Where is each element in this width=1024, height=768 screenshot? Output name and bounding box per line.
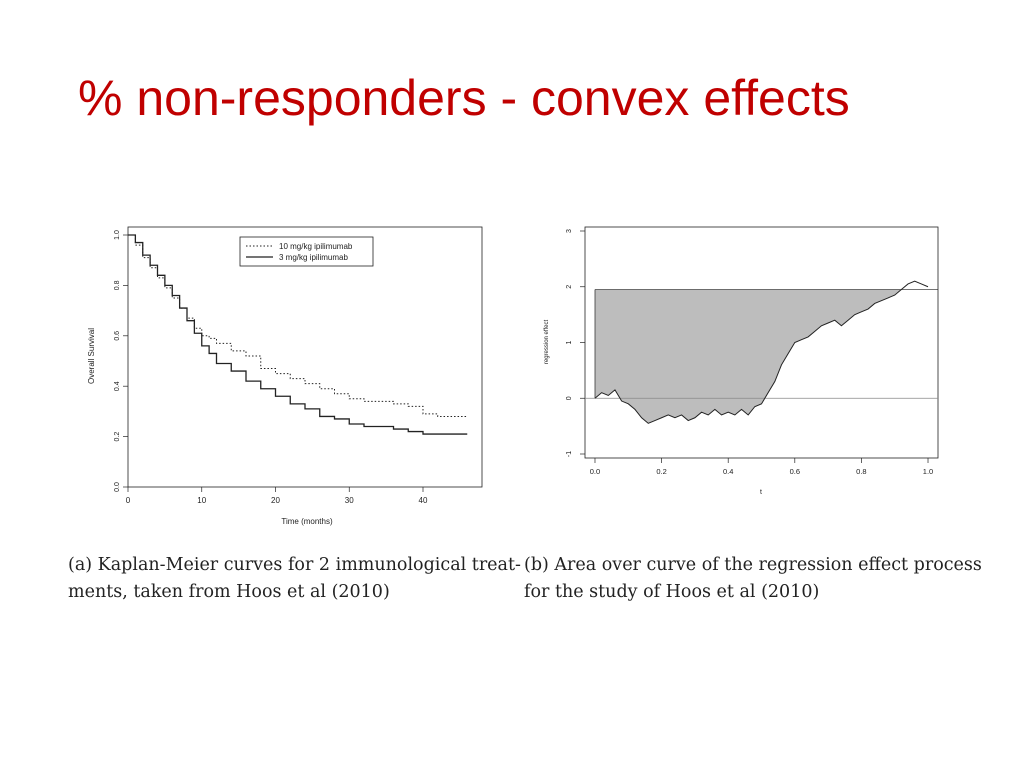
- km-y-axis-label: Overall Survival: [87, 328, 96, 384]
- km-legend-box: [239, 236, 374, 267]
- km-x-tick-label: 0: [126, 496, 131, 505]
- re-y-tick-label: 1: [566, 340, 573, 344]
- caption-b-line-1: (b) Area over curve of the regression ef…: [524, 555, 982, 575]
- km-x-tick-label: 20: [271, 496, 280, 505]
- caption-a-line-1: (a) Kaplan-Meier curves for 2 immunologi…: [68, 555, 521, 575]
- km-x-axis-label: Time (months): [281, 517, 333, 526]
- re-marks: [594, 280, 929, 424]
- km-series-3mg-line: [128, 234, 468, 435]
- km-y-tick-label: 0.2: [114, 432, 121, 442]
- regression-effect-chart: 0.0 0.2 0.4 0.6 0.8 1.0 -1 0 1 2 3 t regression ef…: [544, 226, 939, 496]
- re-x-tick-label: 0.4: [723, 467, 733, 476]
- re-x-tick-label: 0.0: [590, 467, 600, 476]
- re-y-tick-label: 0: [566, 396, 573, 400]
- km-legend-label-10mg: 10 mg/kg ipilimumab: [279, 242, 353, 251]
- caption-a-line-2: ments, taken from Hoos et al (2010): [68, 582, 390, 602]
- re-y-axis-label: regression effect: [544, 320, 550, 365]
- km-plot-frame: [127, 226, 483, 488]
- re-y-tick-label: 2: [566, 285, 573, 289]
- re-x-axis-label: t: [760, 489, 762, 496]
- kaplan-meier-chart: 0 10 20 30 40 0.0 0.2 0.4 0.6 0.8 1.0 Time (months…: [87, 226, 483, 526]
- km-y-tick-label: 0.4: [114, 381, 121, 391]
- re-x-tick-label: 0.8: [856, 467, 866, 476]
- km-x-tick-label: 40: [419, 496, 428, 505]
- re-x-tick-label: 0.2: [656, 467, 666, 476]
- km-x-tick-label: 30: [345, 496, 354, 505]
- re-y-tick-label: 3: [566, 229, 573, 233]
- km-legend-label-3mg: 3 mg/kg ipilimumab: [279, 253, 348, 262]
- km-marks: [128, 234, 468, 435]
- caption-a: (a) Kaplan-Meier curves for 2 immunologi…: [68, 552, 521, 606]
- caption-b: (b) Area over curve of the regression ef…: [524, 552, 982, 606]
- km-y-tick-label: 0.6: [114, 331, 121, 341]
- re-ticks: 0.0 0.2 0.4 0.6 0.8 1.0 -1 0 1 2 3: [566, 226, 939, 476]
- slide-title: % non-responders - convex effects: [78, 70, 850, 126]
- caption-b-line-2: for the study of Hoos et al (2010): [524, 582, 820, 602]
- re-process-line: [594, 280, 929, 424]
- km-x-tick-label: 10: [197, 496, 206, 505]
- km-y-tick-label: 0.0: [114, 482, 121, 492]
- re-y-tick-label: -1: [566, 451, 573, 457]
- km-ticks: 0 10 20 30 40 0.0 0.2 0.4 0.6 0.8 1.0: [114, 226, 483, 505]
- km-y-tick-label: 1.0: [114, 230, 121, 240]
- km-y-tick-label: 0.8: [114, 280, 121, 290]
- re-x-tick-label: 1.0: [923, 467, 933, 476]
- re-x-tick-label: 0.6: [790, 467, 800, 476]
- km-legend: 10 mg/kg ipilimumab 3 mg/kg ipilimumab: [239, 236, 374, 267]
